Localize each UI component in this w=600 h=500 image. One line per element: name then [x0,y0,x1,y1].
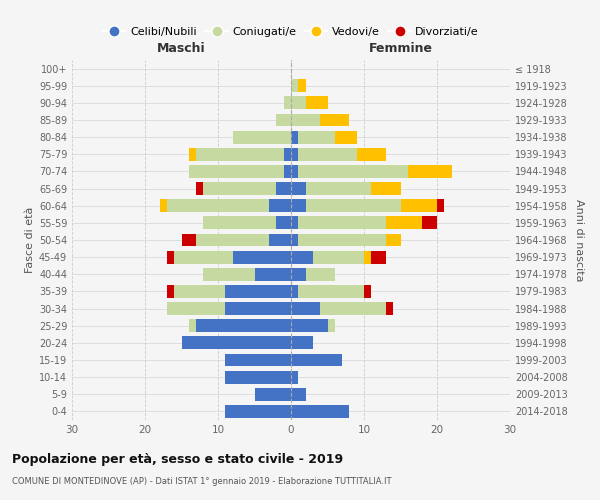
Bar [167,250,174,264]
Text: Maschi: Maschi [157,42,206,55]
Bar [298,80,305,92]
Bar [189,165,284,178]
Bar [233,130,291,143]
Bar [305,200,401,212]
Bar [291,370,298,384]
Bar [203,268,254,280]
Bar [291,148,298,160]
Bar [182,234,196,246]
Bar [320,302,386,315]
Y-axis label: Anni di nascita: Anni di nascita [574,198,584,281]
Bar [408,165,452,178]
Bar [291,285,298,298]
Bar [284,165,291,178]
Bar [269,200,291,212]
Bar [364,285,371,298]
Bar [233,250,291,264]
Bar [422,216,437,230]
Bar [291,336,313,349]
Bar [364,250,371,264]
Bar [196,148,284,160]
Bar [291,216,298,230]
Bar [254,268,291,280]
Bar [305,182,371,195]
Text: Femmine: Femmine [368,42,433,55]
Bar [277,216,291,230]
Bar [167,285,174,298]
Bar [298,148,356,160]
Bar [291,250,313,264]
Bar [291,320,328,332]
Bar [291,388,305,400]
Bar [313,250,364,264]
Bar [328,320,335,332]
Bar [291,130,298,143]
Bar [291,80,298,92]
Bar [269,234,291,246]
Bar [291,96,305,110]
Bar [386,302,393,315]
Bar [189,320,196,332]
Bar [335,130,356,143]
Bar [196,234,269,246]
Bar [226,370,291,384]
Bar [203,182,277,195]
Bar [284,148,291,160]
Bar [291,354,342,366]
Bar [401,200,437,212]
Bar [298,234,386,246]
Bar [298,130,335,143]
Bar [226,285,291,298]
Bar [284,96,291,110]
Bar [356,148,386,160]
Bar [277,114,291,126]
Legend: Celibi/Nubili, Coniugati/e, Vedovi/e, Divorziati/e: Celibi/Nubili, Coniugati/e, Vedovi/e, Di… [99,22,483,41]
Bar [386,234,401,246]
Bar [305,268,335,280]
Bar [291,114,320,126]
Bar [254,388,291,400]
Bar [291,200,305,212]
Bar [189,148,196,160]
Text: Popolazione per età, sesso e stato civile - 2019: Popolazione per età, sesso e stato civil… [12,452,343,466]
Bar [167,200,269,212]
Text: COMUNE DI MONTEDINOVE (AP) - Dati ISTAT 1° gennaio 2019 - Elaborazione TUTTITALI: COMUNE DI MONTEDINOVE (AP) - Dati ISTAT … [12,478,392,486]
Bar [291,234,298,246]
Bar [320,114,349,126]
Bar [196,182,203,195]
Bar [298,216,386,230]
Bar [291,405,349,418]
Bar [291,302,320,315]
Bar [305,96,328,110]
Bar [167,302,226,315]
Bar [291,268,305,280]
Bar [226,302,291,315]
Bar [298,285,364,298]
Bar [437,200,444,212]
Bar [174,285,226,298]
Bar [182,336,291,349]
Bar [291,182,305,195]
Bar [203,216,277,230]
Bar [371,250,386,264]
Bar [226,354,291,366]
Bar [174,250,233,264]
Bar [298,165,408,178]
Bar [160,200,167,212]
Bar [196,320,291,332]
Bar [277,182,291,195]
Bar [291,165,298,178]
Bar [386,216,422,230]
Y-axis label: Fasce di età: Fasce di età [25,207,35,273]
Bar [226,405,291,418]
Bar [371,182,401,195]
